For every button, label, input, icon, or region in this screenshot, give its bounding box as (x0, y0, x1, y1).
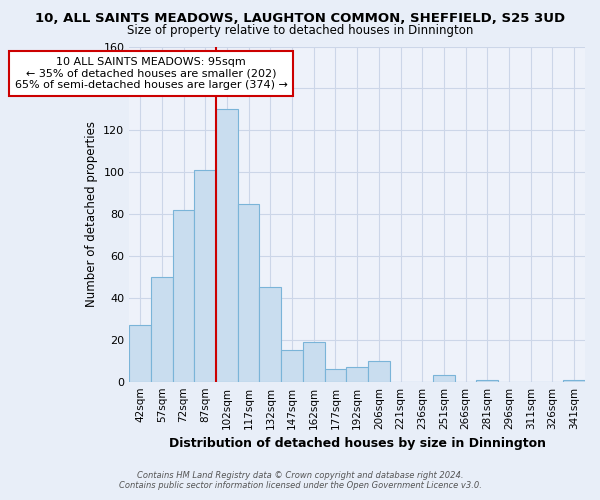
Bar (173, 210, 194, 382)
Text: 10 ALL SAINTS MEADOWS: 95sqm
← 35% of detached houses are smaller (202)
65% of s: 10 ALL SAINTS MEADOWS: 95sqm ← 35% of de… (14, 57, 287, 90)
Y-axis label: Number of detached properties: Number of detached properties (85, 121, 98, 307)
Bar (259, 288, 281, 382)
Bar (129, 325, 151, 382)
Bar (281, 350, 303, 382)
Bar (433, 376, 455, 382)
Text: 10, ALL SAINTS MEADOWS, LAUGHTON COMMON, SHEFFIELD, S25 3UD: 10, ALL SAINTS MEADOWS, LAUGHTON COMMON,… (35, 12, 565, 26)
Bar (303, 342, 325, 382)
Bar (476, 380, 498, 382)
X-axis label: Distribution of detached houses by size in Dinnington: Distribution of detached houses by size … (169, 437, 545, 450)
Bar (563, 380, 585, 382)
Text: Contains HM Land Registry data © Crown copyright and database right 2024.
Contai: Contains HM Land Registry data © Crown c… (119, 470, 481, 490)
Bar (238, 204, 259, 382)
Bar (325, 369, 346, 382)
Bar (368, 360, 389, 382)
Bar (346, 367, 368, 382)
Bar (216, 110, 238, 382)
Bar (194, 170, 216, 382)
Bar (151, 277, 173, 382)
Text: Size of property relative to detached houses in Dinnington: Size of property relative to detached ho… (127, 24, 473, 37)
